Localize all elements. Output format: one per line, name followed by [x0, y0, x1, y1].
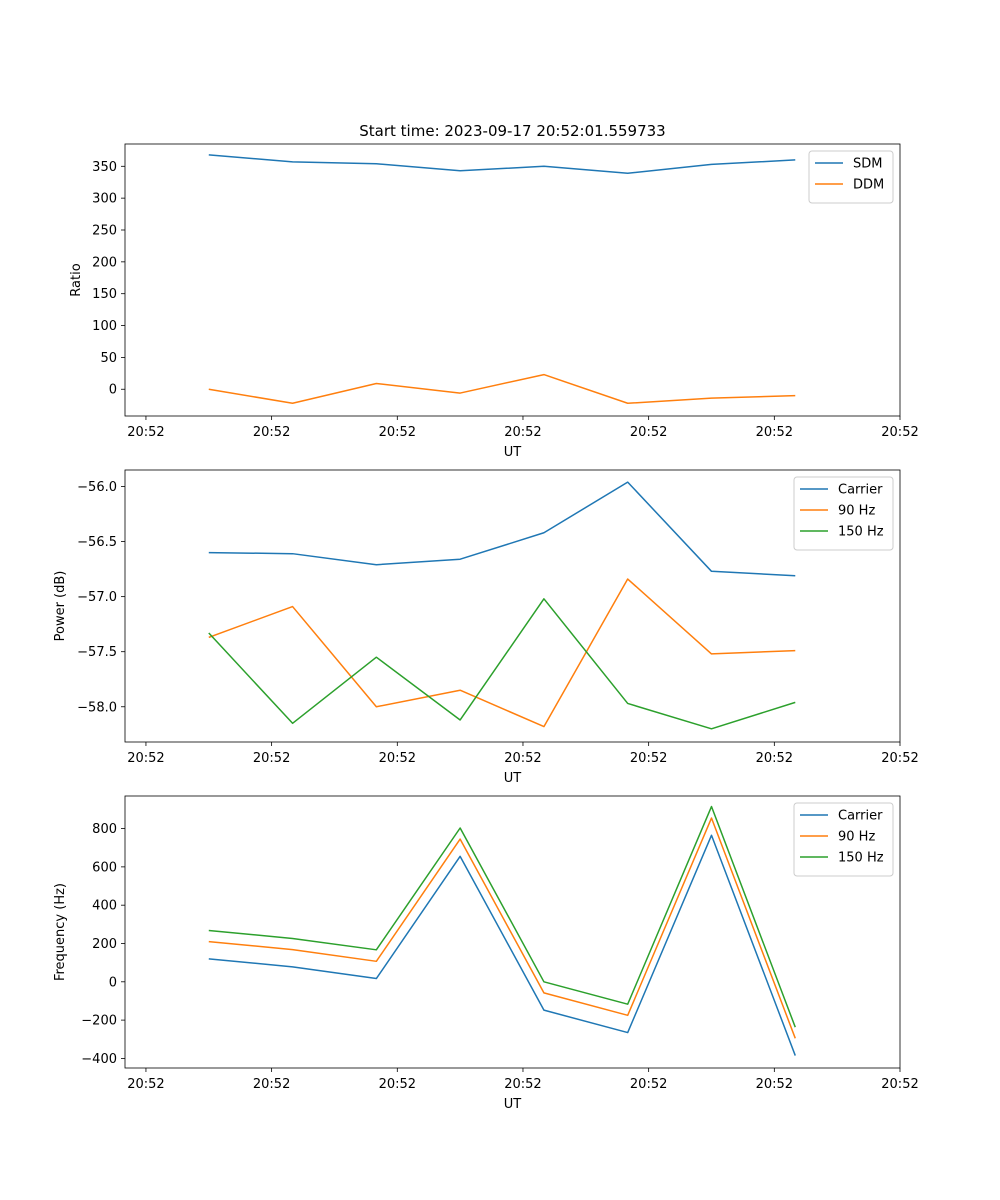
series-line-90-hz: [208, 817, 796, 1039]
y-axis-label: Frequency (Hz): [53, 883, 68, 981]
legend: Carrier 90 Hz 150 Hz: [793, 802, 894, 877]
y-axis-label: Power (dB): [53, 571, 68, 642]
y-tick-label: 50: [100, 351, 117, 366]
x-axis-label: UT: [504, 1097, 522, 1112]
series-line-150-hz: [208, 598, 796, 730]
x-axis-label: UT: [504, 771, 522, 786]
y-tick-label: 800: [92, 822, 117, 837]
x-tick-label: 20:52: [127, 425, 164, 440]
legend-box: [808, 150, 894, 204]
figure-title: Start time: 2023-09-17 20:52:01.559733: [359, 122, 665, 140]
x-tick-label: 20:52: [253, 425, 290, 440]
x-tick-label: 20:52: [630, 751, 667, 766]
series-line-ddm: [208, 373, 796, 405]
series-line-carrier: [208, 834, 796, 1056]
chart-panel-1: 20:52 20:52 20:52 20:52 20:52 20:52 20:52 0 50 10…: [69, 143, 919, 460]
legend-label: Carrier: [838, 809, 883, 824]
y-tick-label: 0: [109, 383, 117, 398]
y-tick-label: −57.5: [77, 645, 117, 660]
y-tick-label: 300: [92, 192, 117, 207]
y-tick-label: 250: [92, 223, 117, 238]
legend: SDM DDM: [808, 150, 894, 204]
x-tick-label: 20:52: [630, 1077, 667, 1092]
x-tick-label: 20:52: [881, 1077, 918, 1092]
legend-label: SDM: [853, 157, 882, 172]
x-tick-label: 20:52: [504, 425, 541, 440]
x-tick-label: 20:52: [504, 751, 541, 766]
y-axis-label: Ratio: [69, 263, 84, 296]
series-line-150-hz: [208, 805, 796, 1028]
x-tick-label: 20:52: [756, 1077, 793, 1092]
axes-frame: [124, 143, 901, 417]
x-tick-label: 20:52: [504, 1077, 541, 1092]
x-tick-label: 20:52: [881, 425, 918, 440]
x-tick-label: 20:52: [127, 1077, 164, 1092]
x-tick-label: 20:52: [756, 751, 793, 766]
y-tick-label: −56.5: [77, 535, 117, 550]
y-tick-label: −57.0: [77, 590, 117, 605]
legend-label: 150 Hz: [838, 851, 884, 866]
legend-label: Carrier: [838, 483, 883, 498]
x-tick-label: 20:52: [253, 1077, 290, 1092]
y-tick-label: −400: [81, 1052, 117, 1067]
chart-panel-2: 20:52 20:52 20:52 20:52 20:52 20:52 20:52 −58.0…: [53, 469, 919, 786]
y-tick-label: 200: [92, 255, 117, 270]
legend-label: DDM: [853, 178, 884, 193]
y-tick-label: 200: [92, 937, 117, 952]
y-tick-label: 0: [109, 975, 117, 990]
y-tick-label: 400: [92, 899, 117, 914]
x-tick-label: 20:52: [253, 751, 290, 766]
axes-frame: [124, 469, 901, 743]
series-line-90-hz: [208, 578, 796, 728]
y-tick-label: 150: [92, 287, 117, 302]
x-tick-label: 20:52: [379, 1077, 416, 1092]
chart-panel-3: 20:52 20:52 20:52 20:52 20:52 20:52 20:52 −400 −…: [53, 795, 919, 1112]
y-tick-label: −58.0: [77, 700, 117, 715]
x-tick-label: 20:52: [379, 425, 416, 440]
axes-frame: [124, 795, 901, 1069]
y-tick-label: −200: [81, 1014, 117, 1029]
legend: Carrier 90 Hz 150 Hz: [793, 476, 894, 551]
series-line-carrier: [208, 481, 796, 577]
x-tick-label: 20:52: [127, 751, 164, 766]
y-tick-label: 100: [92, 319, 117, 334]
legend-label: 90 Hz: [838, 830, 875, 845]
y-tick-label: −56.0: [77, 480, 117, 495]
y-tick-label: 600: [92, 860, 117, 875]
x-tick-label: 20:52: [881, 751, 918, 766]
series-line-sdm: [208, 154, 796, 175]
legend-label: 90 Hz: [838, 504, 875, 519]
x-tick-label: 20:52: [756, 425, 793, 440]
legend-label: 150 Hz: [838, 525, 884, 540]
y-tick-label: 350: [92, 160, 117, 175]
x-tick-label: 20:52: [630, 425, 667, 440]
x-axis-label: UT: [504, 445, 522, 460]
x-tick-label: 20:52: [379, 751, 416, 766]
